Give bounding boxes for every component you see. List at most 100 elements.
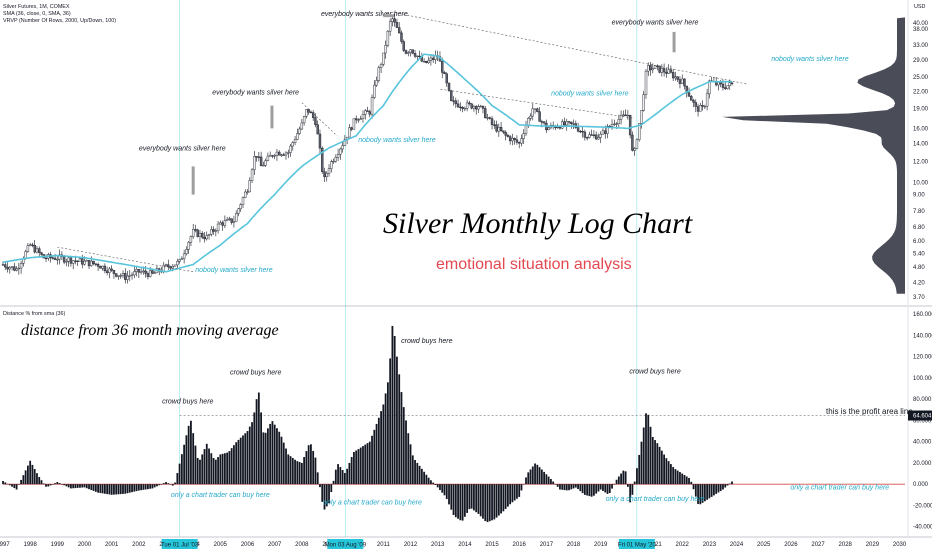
distance-bar	[375, 423, 378, 485]
candle-body	[561, 121, 564, 129]
candle-body	[357, 119, 360, 121]
distance-bar	[443, 484, 446, 496]
distance-bar	[407, 433, 410, 485]
distance-bar	[590, 484, 593, 497]
candle-body	[416, 55, 419, 57]
distance-bar	[126, 484, 129, 494]
distance-bar	[196, 457, 199, 485]
distance-bar	[321, 484, 324, 502]
distance-bar	[588, 484, 591, 497]
x-highlight-label: Tue 01 Jul '03	[161, 543, 199, 549]
distance-title: distance from 36 month moving average	[21, 322, 279, 339]
distance-bar	[42, 483, 45, 485]
candle-body	[640, 110, 643, 124]
distance-bar	[445, 484, 448, 500]
price-tick-label: 19.00	[913, 107, 929, 113]
candle-body	[259, 156, 263, 167]
distance-bar	[27, 465, 29, 485]
candle-body	[431, 57, 435, 60]
distance-bar	[92, 484, 95, 491]
distance-bar	[522, 483, 525, 485]
candle-body	[10, 266, 14, 268]
distance-bar	[88, 484, 90, 490]
candle-body	[94, 263, 98, 265]
distance-bar	[631, 484, 634, 495]
distance-bar	[703, 484, 706, 502]
candle-body	[198, 232, 202, 237]
sma-indicator-label: SMA (36, close, 0, SMA, 36)	[3, 11, 71, 17]
candle-body	[239, 204, 242, 210]
currency-label: USD	[914, 4, 925, 10]
candle-body	[207, 234, 211, 236]
distance-bar	[328, 484, 330, 504]
candle-body	[53, 257, 57, 260]
distance-bar	[534, 463, 536, 485]
distance-bar	[382, 404, 385, 485]
distance-bar	[298, 462, 301, 485]
candle-body	[65, 260, 68, 263]
distance-bar	[314, 457, 317, 485]
distance-bar	[117, 484, 120, 495]
distance-bar	[205, 443, 208, 485]
annotation-label: crowd buys here	[162, 398, 213, 405]
candle-body	[248, 180, 251, 193]
distance-bar	[654, 440, 656, 485]
distance-bar	[242, 435, 244, 485]
distance-bar	[647, 414, 650, 485]
distance-bar	[504, 484, 507, 509]
distance-bar	[51, 484, 54, 485]
distance-bar	[303, 457, 306, 485]
distance-bar	[260, 412, 263, 485]
distance-bar	[63, 484, 66, 486]
candle-body	[520, 138, 523, 144]
distance-bar	[131, 484, 133, 493]
distance-bar	[613, 484, 616, 485]
x-highlight-label: Fri 01 May '20	[618, 543, 656, 549]
x-tick-label: 2026	[784, 542, 798, 548]
distance-bar	[271, 421, 274, 485]
axes: 1997199819992000200120022003200420052006…	[0, 11, 932, 549]
distance-bar	[371, 435, 373, 485]
candle-body	[678, 79, 682, 84]
distance-bar	[97, 484, 99, 493]
distance-bar	[194, 445, 197, 485]
annotation-label: everybody wants silver here	[139, 146, 226, 153]
distance-bar	[719, 484, 722, 491]
candle-body	[572, 123, 575, 125]
distance-bar	[226, 452, 229, 485]
distance-bar	[658, 446, 661, 485]
distance-bar	[520, 484, 523, 491]
distance-bar	[491, 484, 493, 521]
distance-bar	[255, 399, 258, 485]
candle-body	[576, 127, 580, 132]
distance-bar	[373, 429, 376, 485]
annotation-label: only a chart trader can buy here	[323, 499, 422, 506]
distance-bar	[622, 470, 625, 485]
distance-bar	[536, 464, 539, 485]
distance-bar	[606, 484, 609, 494]
candle-body	[463, 108, 467, 110]
candle-body	[219, 222, 222, 225]
candle-body	[542, 121, 546, 124]
candle-body	[33, 245, 36, 253]
candle-body	[135, 269, 138, 272]
candle-body	[110, 268, 113, 271]
distance-bar	[638, 454, 641, 485]
candle-body	[230, 218, 233, 223]
distance-bar	[54, 483, 56, 485]
distance-bar	[323, 484, 326, 510]
candle-body	[724, 87, 727, 89]
x-tick-label: 2006	[241, 542, 255, 548]
distance-bar	[346, 468, 349, 485]
candle-body	[653, 65, 657, 69]
candle-body	[565, 121, 568, 126]
x-tick-label: 2029	[866, 542, 880, 548]
distance-bar	[137, 484, 140, 491]
candle-body	[325, 173, 328, 178]
distance-bar	[669, 464, 672, 485]
candle-body	[622, 114, 625, 116]
volume-profile-shape	[722, 17, 905, 294]
candle-body	[465, 102, 469, 109]
